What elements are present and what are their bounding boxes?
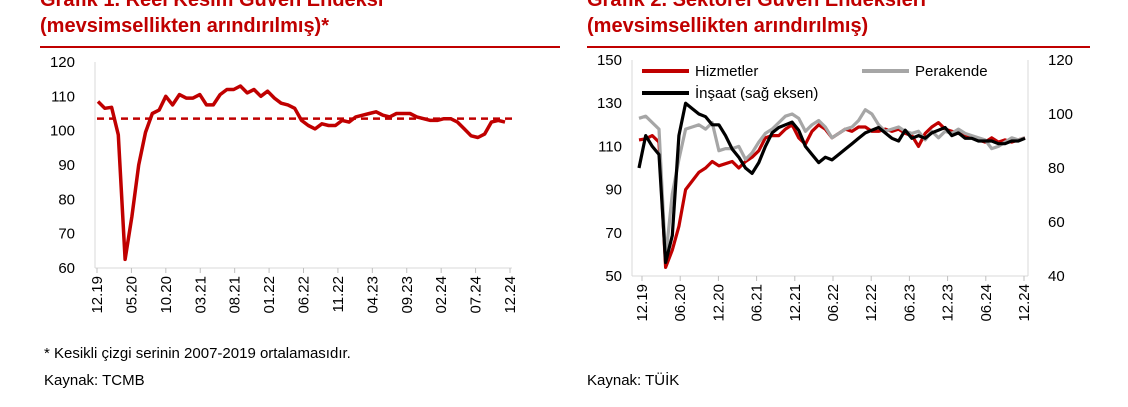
chart1-x-tick-label: 10.20: [158, 276, 175, 314]
chart1-x-tick-label: 11.22: [330, 276, 347, 312]
chart1-x-tick-label: 12.19: [89, 276, 106, 314]
chart2-source: Kaynak: TÜİK: [587, 372, 680, 389]
chart1-x-tick-label: 08.21: [227, 276, 244, 314]
chart1-x-tick-label: 02.24: [433, 276, 450, 314]
chart2-left-tick-label: 110: [598, 138, 622, 155]
chart2-x-tick-label: 12.24: [1016, 284, 1033, 322]
chart2-right-tick-label: 60: [1048, 214, 1065, 231]
chart1-x-tick-label: 09.23: [399, 276, 416, 314]
chart1-y-tick-label: 100: [50, 123, 75, 140]
chart2-legend-label-1: Perakende: [915, 63, 988, 80]
chart2-series-line-0: [638, 121, 1026, 269]
chart2-x-tick-label: 06.23: [901, 284, 918, 322]
chart2-right-tick-label: 120: [1048, 52, 1073, 69]
chart2-left-tick-label: 70: [605, 225, 622, 242]
chart2-x-tick-label: 12.21: [787, 284, 804, 322]
chart2-svg: 50 70 90 110 130 150 40 60 80 100 120 12.19 06.20 12.…: [597, 52, 1073, 322]
chart2-title-line2: (mevsimsellikten arındırılmış): [587, 15, 869, 37]
chart2-title: Grafik 2. Sektörel Güven Endeksleri (mev…: [587, 0, 926, 39]
chart1-title: Grafik 1. Reel Kesim Güven Endeksi (mevs…: [40, 0, 383, 39]
chart2-x-tick-label: 06.22: [825, 284, 842, 322]
chart1-svg: 60 70 80 90 100 110 120 12.19 05.20 10.20 03.21 08.…: [50, 54, 519, 314]
chart1-y-tick-label: 80: [58, 191, 75, 208]
chart1-x-tick-label: 04.23: [364, 276, 381, 314]
chart2-x-tick-label: 12.22: [863, 284, 880, 322]
chart2-x-tick-label: 06.21: [749, 284, 766, 322]
chart1-title-line1: Grafik 1. Reel Kesim Güven Endeksi: [40, 0, 384, 11]
chart2-legend-label-0: Hizmetler: [695, 63, 758, 80]
chart1-y-tick-label: 120: [50, 54, 75, 71]
chart2-x-tick-label: 12.20: [710, 284, 727, 322]
chart1-x-tick-label: 05.20: [123, 276, 140, 314]
chart2-x-tick-label: 06.24: [978, 284, 995, 322]
chart1-series-line: [96, 84, 506, 262]
chart1-x-tick-label: 03.21: [192, 276, 209, 314]
chart1-x-tick-label: 01.22: [261, 276, 278, 314]
chart2-title-line1: Grafik 2. Sektörel Güven Endeksleri: [587, 0, 927, 11]
chart2-title-rule: [587, 46, 1090, 48]
chart1-y-tick-label: 90: [58, 157, 75, 174]
chart1-source: Kaynak: TCMB: [44, 372, 145, 389]
chart2-legend-label-2: İnşaat (sağ eksen): [695, 84, 818, 102]
chart2-left-tick-label: 150: [597, 52, 622, 69]
chart2-left-tick-label: 90: [605, 182, 622, 199]
chart1-x-tick-label: 07.24: [468, 276, 485, 314]
chart1-y-tick-label: 60: [58, 260, 75, 277]
chart2-x-tick-label: 06.20: [672, 284, 689, 322]
chart2-right-tick-label: 40: [1048, 268, 1065, 285]
chart2-series-line-2: [637, 101, 1026, 265]
chart1-y-tick-label: 70: [58, 226, 75, 243]
chart1-x-tick-label: 12.24: [502, 276, 519, 314]
chart1-title-rule: [40, 46, 560, 48]
chart2-right-tick-label: 80: [1048, 160, 1065, 177]
chart2-left-tick-label: 50: [605, 268, 622, 285]
chart2-right-tick-label: 100: [1048, 106, 1073, 123]
chart1-title-line2: (mevsimsellikten arındırılmış)*: [40, 15, 330, 37]
chart2-x-tick-label: 12.23: [940, 284, 957, 322]
chart1-x-tick-label: 06.22: [296, 276, 313, 314]
chart2-series-line-1: [638, 108, 1026, 261]
chart2-left-tick-label: 130: [597, 95, 622, 112]
chart1-footnote: * Kesikli çizgi serinin 2007-2019 ortala…: [44, 345, 351, 362]
chart2-x-tick-label: 12.19: [634, 284, 651, 322]
chart1-y-tick-label: 110: [51, 88, 75, 105]
